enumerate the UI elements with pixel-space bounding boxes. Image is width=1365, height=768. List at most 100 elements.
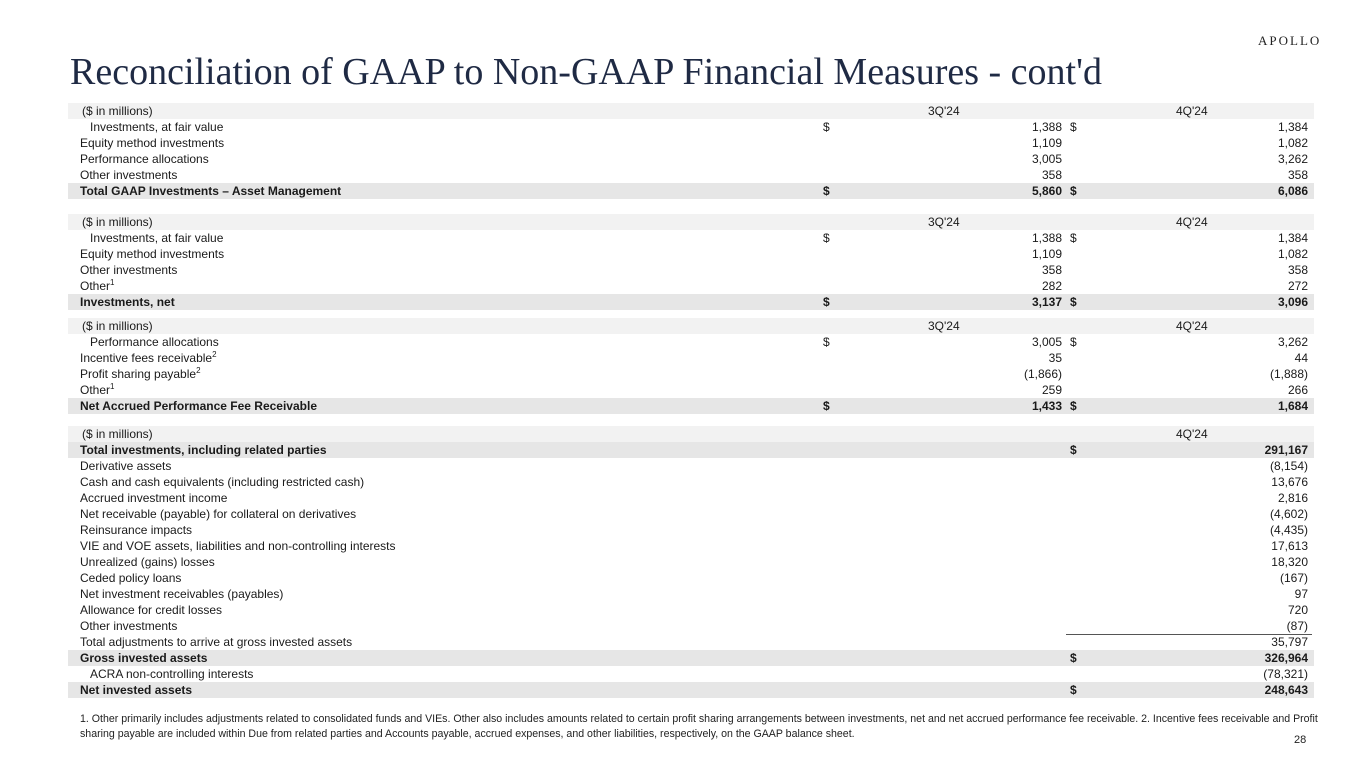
row-label: VIE and VOE assets, liabilities and non-… <box>80 538 396 554</box>
footnote: 1. Other primarily includes adjustments … <box>80 713 1318 740</box>
row-label-text: Net Accrued Performance Fee Receivable <box>80 399 317 413</box>
total-row: Total GAAP Investments – Asset Managemen… <box>68 183 1314 199</box>
row-label-text: Investments, at fair value <box>90 120 224 134</box>
row-label: Net investment receivables (payables) <box>80 586 283 602</box>
value-4q24: 44 <box>1294 351 1308 365</box>
currency-symbol: $ <box>1070 335 1077 349</box>
row-label-text: Total investments, including related par… <box>80 443 327 457</box>
currency-symbol: $ <box>1070 231 1077 245</box>
table-row: Net investment receivables (payables) 97 <box>68 586 1314 602</box>
row-label: Performance allocations <box>80 151 209 167</box>
value-4q24: (167) <box>1279 571 1308 585</box>
row-label: Gross invested assets <box>80 650 207 666</box>
value-4q24: 720 <box>1287 603 1308 617</box>
row-label-text: Performance allocations <box>90 335 219 349</box>
table-row: Investments, at fair value $1,388 $1,384 <box>68 230 1314 246</box>
value-3q24: 3,137 <box>1031 295 1062 309</box>
row-label: Net Accrued Performance Fee Receivable <box>80 398 317 414</box>
table-header-row: ($ in millions) 3Q'24 4Q'24 <box>68 318 1314 334</box>
row-label-text: Other investments <box>80 168 178 182</box>
row-label: Investments, at fair value <box>90 119 223 135</box>
value-4q24: 1,082 <box>1277 247 1308 261</box>
value-3q24: 1,109 <box>1031 247 1062 261</box>
value-4q24: (87) <box>1286 619 1308 633</box>
table-row: Incentive fees receivable2 35 44 <box>68 350 1314 366</box>
currency-symbol: $ <box>1070 184 1077 198</box>
value-4q24: 266 <box>1287 383 1308 397</box>
page-title: Reconciliation of GAAP to Non-GAAP Finan… <box>70 51 1102 93</box>
value-4q24: (1,888) <box>1269 367 1308 381</box>
row-label-text: Incentive fees receivable <box>80 351 213 365</box>
value-4q24: 13,676 <box>1271 475 1308 489</box>
currency-symbol: $ <box>823 399 830 413</box>
row-label-text: Reinsurance impacts <box>80 523 193 537</box>
footnote-marker: 2 <box>196 366 201 375</box>
table-net-accrued-performance-fee: ($ in millions) 3Q'24 4Q'24 Performance all… <box>68 318 1314 414</box>
value-3q24: 5,860 <box>1031 184 1062 198</box>
value-4q24: 248,643 <box>1264 683 1308 697</box>
currency-symbol: $ <box>823 120 830 134</box>
row-label: Ceded policy loans <box>80 570 181 586</box>
table-row: Equity method investments 1,109 1,082 <box>68 135 1314 151</box>
row-label-text: Net invested assets <box>80 683 193 697</box>
units-label: ($ in millions) <box>82 104 153 118</box>
currency-symbol: $ <box>1070 651 1077 665</box>
row-label: Investments, at fair value <box>90 230 223 246</box>
table-row: Other investments 358 358 <box>68 262 1314 278</box>
currency-symbol: $ <box>823 335 830 349</box>
value-3q24: 259 <box>1041 383 1062 397</box>
table-row: Ceded policy loans (167) <box>68 570 1314 586</box>
currency-symbol: $ <box>823 231 830 245</box>
value-4q24: 358 <box>1287 263 1308 277</box>
table-row: Other investments (87) <box>68 618 1314 634</box>
table-row: Other investments 358 358 <box>68 167 1314 183</box>
row-label: Cash and cash equivalents (including res… <box>80 474 364 490</box>
footnote-marker: 1 <box>110 382 115 391</box>
units-label: ($ in millions) <box>82 427 153 441</box>
table-row: Net receivable (payable) for collateral … <box>68 506 1314 522</box>
row-label-text: Investments, at fair value <box>90 231 224 245</box>
row-label-text: Accrued investment income <box>80 491 228 505</box>
units-label: ($ in millions) <box>82 215 153 229</box>
value-4q24: 291,167 <box>1264 443 1308 457</box>
currency-symbol: $ <box>1070 399 1077 413</box>
row-label-text: Other <box>80 279 111 293</box>
table-header-row: ($ in millions) 4Q'24 <box>68 426 1314 442</box>
row-label-text: Equity method investments <box>80 136 225 150</box>
table-investments-net: ($ in millions) 3Q'24 4Q'24 Investments, at… <box>68 214 1314 310</box>
value-4q24: 97 <box>1294 587 1308 601</box>
table-row: Reinsurance impacts (4,435) <box>68 522 1314 538</box>
row-label-text: Other investments <box>80 619 178 633</box>
table-row: Performance allocations $3,005 $3,262 <box>68 334 1314 350</box>
table-row: Equity method investments 1,109 1,082 <box>68 246 1314 262</box>
row-label: Other1 <box>80 278 114 294</box>
row-label-text: Investments, net <box>80 295 175 309</box>
value-4q24: 3,262 <box>1277 152 1308 166</box>
table-row: Other1 259 266 <box>68 382 1314 398</box>
value-4q24: 1,082 <box>1277 136 1308 150</box>
row-label-text: Gross invested assets <box>80 651 208 665</box>
row-label: Other1 <box>80 382 114 398</box>
row-label-text: Performance allocations <box>80 152 209 166</box>
table-row: VIE and VOE assets, liabilities and non-… <box>68 538 1314 554</box>
column-header-4q24: 4Q'24 <box>1176 215 1208 229</box>
value-4q24: 3,096 <box>1277 295 1308 309</box>
value-4q24: 358 <box>1287 168 1308 182</box>
total-row: Gross invested assets $326,964 <box>68 650 1314 666</box>
footnote-marker: 1 <box>110 278 115 287</box>
column-header-3q24: 3Q'24 <box>928 319 960 333</box>
currency-symbol: $ <box>823 295 830 309</box>
value-4q24: (4,602) <box>1269 507 1308 521</box>
value-3q24: 358 <box>1041 168 1062 182</box>
row-label: Incentive fees receivable2 <box>80 350 217 366</box>
value-4q24: 2,816 <box>1277 491 1308 505</box>
column-header-4q24: 4Q'24 <box>1176 427 1208 441</box>
row-label-text: Other <box>80 383 111 397</box>
row-label: Net invested assets <box>80 682 192 698</box>
value-3q24: 1,109 <box>1031 136 1062 150</box>
value-3q24: 3,005 <box>1031 152 1062 166</box>
table-net-invested-assets: ($ in millions) 4Q'24 Total investments, i… <box>68 426 1314 698</box>
row-label: Allowance for credit losses <box>80 602 222 618</box>
value-4q24: (8,154) <box>1269 459 1308 473</box>
currency-symbol: $ <box>823 184 830 198</box>
